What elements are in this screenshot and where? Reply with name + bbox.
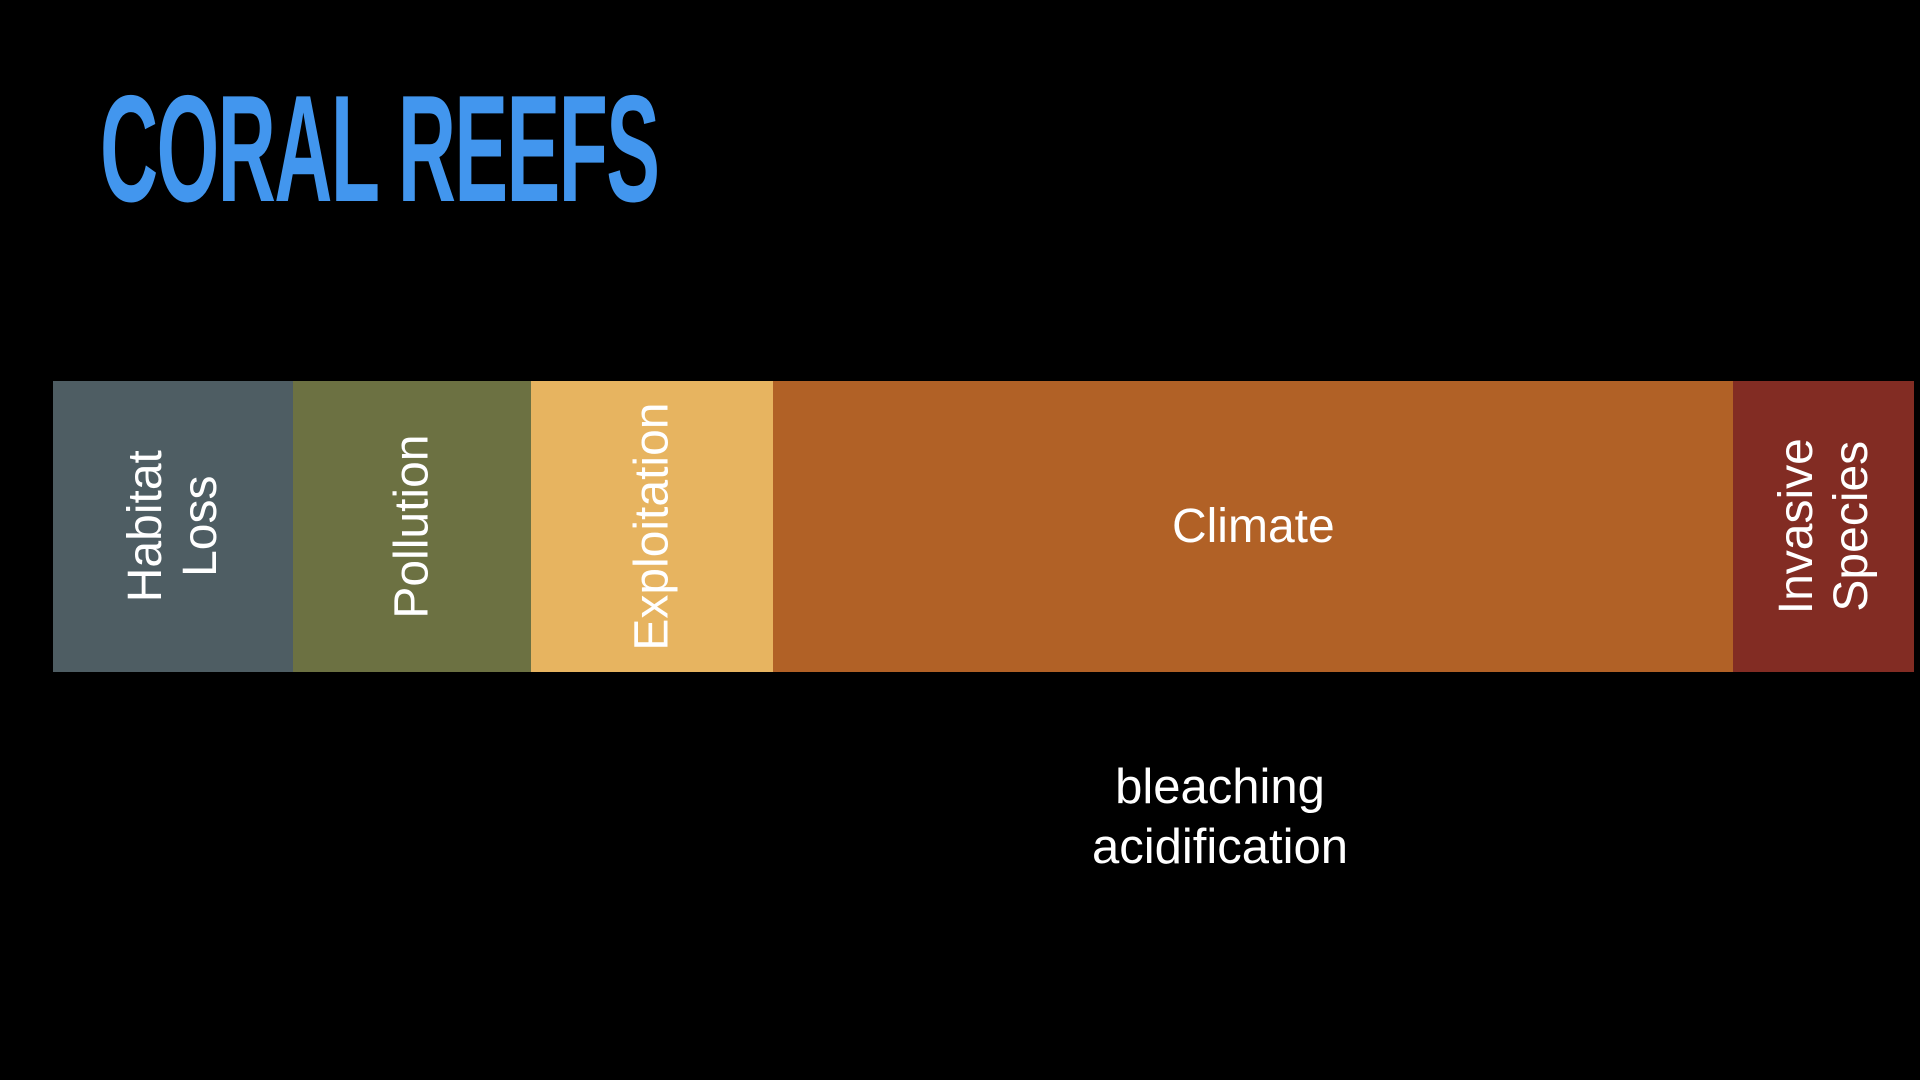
bar-segment-invasive-species: Invasive Species	[1733, 381, 1914, 672]
bar-segment-climate: Climate	[773, 381, 1734, 672]
bar-segment-label-climate: Climate	[1171, 499, 1335, 553]
bar-segment-label-habitat-loss: Habitat Loss	[118, 450, 228, 603]
climate-annotation: bleaching acidification	[945, 758, 1495, 878]
bar-segment-label-pollution: Pollution	[385, 434, 439, 619]
bar-segment-pollution: Pollution	[293, 381, 532, 672]
climate-annotation-line2: acidification	[1091, 819, 1349, 874]
page-title: CORAL REEFS	[100, 64, 660, 234]
bar-segment-label-invasive-species: Invasive Species	[1769, 438, 1878, 615]
threats-bar: Habitat Loss Pollution Exploitation Climate…	[53, 381, 1914, 672]
climate-annotation-line1: bleaching	[1115, 760, 1325, 814]
bar-segment-exploitation: Exploitation	[531, 381, 774, 672]
bar-segment-label-exploitation: Exploitation	[625, 402, 679, 651]
bar-segment-habitat-loss: Habitat Loss	[53, 381, 294, 672]
